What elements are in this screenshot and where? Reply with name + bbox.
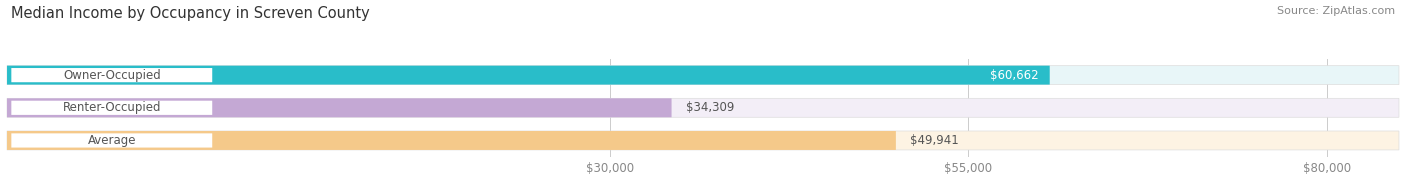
Text: Source: ZipAtlas.com: Source: ZipAtlas.com bbox=[1277, 6, 1395, 16]
Text: Renter-Occupied: Renter-Occupied bbox=[62, 101, 162, 114]
FancyBboxPatch shape bbox=[7, 131, 1399, 150]
Text: Average: Average bbox=[87, 134, 136, 147]
Text: $49,941: $49,941 bbox=[910, 134, 959, 147]
FancyBboxPatch shape bbox=[7, 131, 896, 150]
FancyBboxPatch shape bbox=[7, 98, 672, 117]
Text: Median Income by Occupancy in Screven County: Median Income by Occupancy in Screven Co… bbox=[11, 6, 370, 21]
Text: Owner-Occupied: Owner-Occupied bbox=[63, 69, 160, 82]
FancyBboxPatch shape bbox=[7, 66, 1399, 85]
FancyBboxPatch shape bbox=[11, 133, 212, 148]
FancyBboxPatch shape bbox=[11, 101, 212, 115]
Text: $60,662: $60,662 bbox=[990, 69, 1038, 82]
FancyBboxPatch shape bbox=[7, 66, 1050, 85]
FancyBboxPatch shape bbox=[11, 68, 212, 82]
FancyBboxPatch shape bbox=[7, 98, 1399, 117]
Text: $34,309: $34,309 bbox=[686, 101, 734, 114]
